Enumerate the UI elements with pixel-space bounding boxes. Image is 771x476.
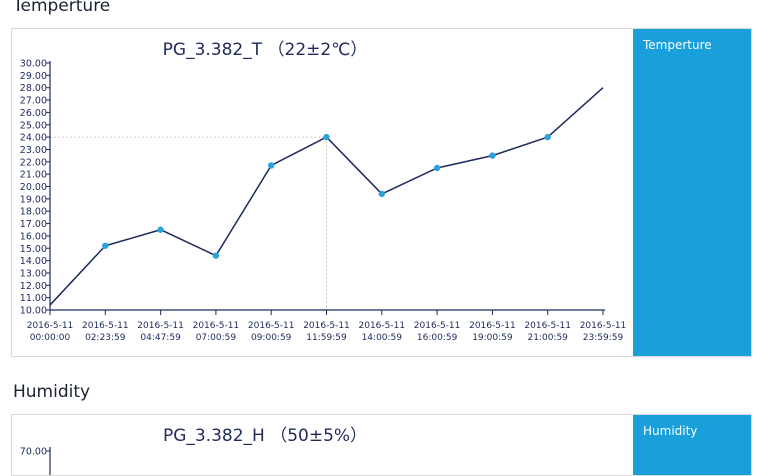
x-tick-label-time: 07:00:59 (196, 333, 237, 343)
x-tick-label-date: 2016-5-11 (248, 321, 295, 331)
temperature-section-heading: Temperture (13, 0, 111, 16)
y-tick-label: 21.00 (20, 170, 47, 181)
data-point[interactable] (212, 252, 220, 259)
y-tick-label: 30.00 (20, 59, 47, 70)
x-tick-label-time: 11:59:59 (306, 333, 347, 343)
y-tick-label: 20.00 (20, 182, 47, 193)
x-tick-label-date: 2016-5-11 (414, 321, 461, 331)
temperature-series-line (49, 87, 604, 306)
x-tick-label-time: 21:00:59 (527, 333, 568, 343)
y-tick-label: 23.00 (20, 145, 47, 156)
x-tick-label-time: 09:00:59 (251, 333, 292, 343)
y-tick-label: 27.00 (20, 96, 47, 107)
x-tick-label-date: 2016-5-11 (303, 321, 350, 331)
y-tick-label: 29.00 (20, 71, 47, 82)
y-tick-label: 10.00 (20, 306, 47, 317)
temperature-legend-panel[interactable]: Temperture (633, 29, 751, 356)
chart-title: PG_3.382_H （50±5%） (163, 426, 367, 446)
x-tick-label-time: 04:47:59 (140, 333, 181, 343)
y-tick-label: 70.00 (20, 447, 47, 458)
y-tick-label: 15.00 (20, 244, 47, 255)
x-tick-label-date: 2016-5-11 (27, 321, 74, 331)
y-tick-label: 28.00 (20, 83, 47, 94)
data-point[interactable] (378, 190, 385, 198)
data-point[interactable] (102, 242, 109, 249)
y-tick-label: 25.00 (20, 120, 47, 131)
y-tick-label: 17.00 (20, 219, 47, 230)
humidity-chart-panel: PG_3.382_H （50±5%） 70.00 Humidity (11, 414, 752, 476)
y-tick-label: 22.00 (20, 157, 47, 168)
x-tick-label-date: 2016-5-11 (580, 321, 627, 331)
data-point[interactable] (433, 164, 441, 172)
data-point[interactable] (323, 133, 330, 141)
y-tick-label: 12.00 (20, 281, 47, 292)
x-tick-label-time: 14:00:59 (362, 333, 403, 343)
x-tick-label-time: 16:00:59 (417, 333, 458, 343)
x-tick-label-time: 23:59:59 (583, 333, 624, 343)
data-point[interactable] (489, 152, 496, 159)
chart-title: PG_3.382_T （22±2℃） (163, 40, 368, 60)
data-point[interactable] (544, 133, 551, 141)
y-tick-label: 24.00 (20, 133, 47, 144)
y-tick-label: 26.00 (20, 108, 47, 119)
temperature-chart-panel: PG_3.382_T （22±2℃） 10.00 11.00 12.00 13.00 1… (11, 28, 752, 357)
data-point[interactable] (268, 162, 275, 169)
legend-label: Humidity (643, 424, 698, 438)
y-tick-label: 19.00 (20, 194, 47, 205)
x-tick-label-date: 2016-5-11 (193, 321, 240, 331)
humidity-chart: PG_3.382_H （50±5%） 70.00 (20, 426, 367, 475)
x-tick-label-date: 2016-5-11 (359, 321, 406, 331)
data-point[interactable] (157, 226, 164, 233)
y-tick-label: 16.00 (20, 231, 47, 242)
x-tick-label-date: 2016-5-11 (137, 321, 184, 331)
x-tick-label-time: 00:00:00 (30, 333, 71, 343)
x-tick-label-date: 2016-5-11 (469, 321, 516, 331)
x-tick-label-time: 02:23:59 (85, 333, 126, 343)
x-tick-label-date: 2016-5-11 (524, 321, 571, 331)
x-tick-label-time: 19:00:59 (472, 333, 513, 343)
humidity-section-heading: Humidity (13, 382, 91, 402)
y-tick-label: 11.00 (20, 293, 47, 304)
legend-label: Temperture (643, 38, 712, 52)
temperature-chart: PG_3.382_T （22±2℃） 10.0011.0012.0013.001… (20, 40, 627, 343)
x-tick-label-date: 2016-5-11 (82, 321, 129, 331)
humidity-legend-panel[interactable]: Humidity (633, 415, 751, 475)
y-tick-label: 13.00 (20, 268, 47, 279)
y-tick-label: 14.00 (20, 256, 47, 267)
y-tick-label: 18.00 (20, 207, 47, 218)
